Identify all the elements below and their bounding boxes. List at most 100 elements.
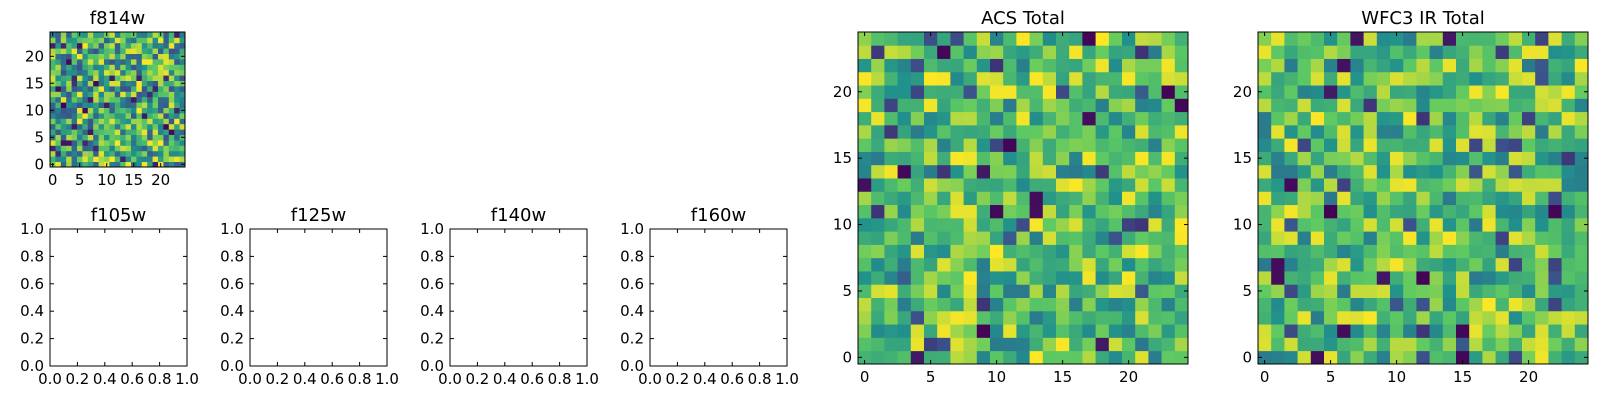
heatmap-cell	[163, 140, 170, 146]
heatmap-cell	[1376, 111, 1391, 126]
heatmap-cell	[82, 102, 89, 108]
heatmap-cell	[114, 91, 121, 98]
x-tick-label: 1.0	[575, 370, 599, 388]
heatmap-cell	[1416, 71, 1430, 86]
heatmap-cell	[1271, 271, 1285, 285]
heatmap-cell	[50, 123, 56, 130]
heatmap-cell	[1403, 111, 1417, 126]
heatmap-cell	[125, 91, 132, 98]
heatmap-cell	[1258, 98, 1272, 113]
heatmap-cell	[174, 96, 180, 103]
heatmap-cell	[131, 80, 137, 87]
heatmap-cell	[152, 161, 159, 168]
heatmap-cell	[1161, 271, 1176, 285]
heatmap-cell	[174, 42, 180, 49]
heatmap-cell	[1016, 164, 1030, 179]
heatmap-cell	[1469, 138, 1483, 152]
heatmap-cell	[963, 271, 978, 285]
heatmap-cell	[77, 140, 83, 146]
heatmap-cell	[1376, 124, 1391, 139]
heatmap-cell	[158, 75, 164, 81]
heatmap-cell	[1271, 244, 1285, 259]
heatmap-cell	[950, 310, 964, 325]
heatmap-cell	[1161, 204, 1176, 219]
heatmap-cell	[1056, 71, 1070, 86]
heatmap-cell	[990, 164, 1004, 179]
heatmap-cell	[147, 145, 153, 152]
heatmap-cell	[858, 111, 872, 126]
heatmap-cell	[120, 48, 126, 54]
heatmap-cell	[1003, 98, 1017, 113]
heatmap-cell	[66, 42, 72, 49]
heatmap-cell	[1258, 350, 1272, 365]
heatmap-cell	[82, 134, 89, 141]
heatmap-cell	[1174, 217, 1189, 232]
x-tick-label: 0.2	[65, 370, 89, 388]
heatmap-cell	[152, 59, 159, 65]
x-tick-label: 5	[1326, 368, 1336, 386]
heatmap-cell	[1363, 138, 1378, 152]
x-tick-label: 20	[151, 171, 170, 189]
heatmap-cell	[104, 80, 110, 87]
heatmap-cell	[963, 151, 978, 166]
heatmap-cell	[1403, 350, 1417, 365]
heatmap-cell	[1042, 151, 1057, 166]
heatmap-cell	[1029, 164, 1044, 179]
heatmap-cell	[1271, 191, 1285, 206]
heatmap-cell	[109, 140, 116, 146]
heatmap-cell	[158, 48, 164, 54]
heatmap-cell	[1271, 45, 1285, 59]
heatmap-cell	[1082, 71, 1096, 86]
heatmap-cell	[1416, 124, 1430, 139]
heatmap-cell	[1148, 310, 1162, 325]
x-tick-label: 0.0	[638, 370, 662, 388]
heatmap-cell	[884, 45, 898, 59]
heatmap-cell	[1003, 124, 1017, 139]
heatmap-cell	[1082, 284, 1096, 298]
heatmap-cell	[1522, 217, 1536, 232]
heatmap-cell	[1442, 151, 1457, 166]
heatmap-cell	[1535, 45, 1549, 59]
heatmap-cell	[71, 161, 78, 168]
heatmap-cell	[1122, 98, 1136, 113]
heatmap-cell	[1122, 124, 1136, 139]
heatmap-cell	[1148, 204, 1162, 219]
heatmap-cell	[1082, 151, 1096, 166]
heatmap-cell	[1390, 244, 1404, 259]
heatmap-cell	[871, 111, 885, 126]
heatmap-cell	[152, 156, 159, 162]
heatmap-cell	[168, 156, 175, 162]
heatmap-cell	[897, 324, 912, 338]
heatmap-cell	[136, 32, 143, 38]
heatmap-cell	[1284, 58, 1298, 73]
y-tick-label: 0.0	[20, 357, 44, 375]
heatmap-cell	[1258, 191, 1272, 206]
heatmap-cell	[1442, 71, 1457, 86]
heatmap-cell	[1297, 244, 1312, 259]
heatmap-cell	[71, 86, 78, 92]
heatmap-cell	[1324, 217, 1338, 232]
heatmap-cell	[1095, 151, 1110, 166]
x-tick-label: 0.2	[665, 370, 689, 388]
heatmap-cell	[50, 37, 56, 44]
heatmap-cell	[1482, 32, 1496, 46]
heatmap-cell	[1108, 231, 1123, 245]
heatmap-cell	[1042, 164, 1057, 179]
heatmap-cell	[924, 85, 938, 99]
heatmap-cell	[924, 178, 938, 192]
heatmap-cell	[1069, 178, 1083, 192]
heatmap-cell	[87, 107, 94, 114]
heatmap-cell	[1324, 191, 1338, 206]
panel-f105w: 0.0 0.2 0.4 0.6 0.8 1.00.00.20.40.60.81.0f105…	[20, 205, 199, 388]
heatmap-cell	[1535, 337, 1549, 352]
heatmap-cell	[147, 107, 153, 114]
heatmap-cell	[963, 337, 978, 352]
y-tick-label: 5	[34, 128, 44, 146]
heatmap-cell	[60, 69, 67, 76]
heatmap-cell	[60, 48, 67, 54]
heatmap-cell	[1442, 297, 1457, 312]
heatmap-cell	[1324, 350, 1338, 365]
y-tick-label: 1.0	[620, 220, 644, 238]
x-tick-label: 0.6	[520, 370, 544, 388]
